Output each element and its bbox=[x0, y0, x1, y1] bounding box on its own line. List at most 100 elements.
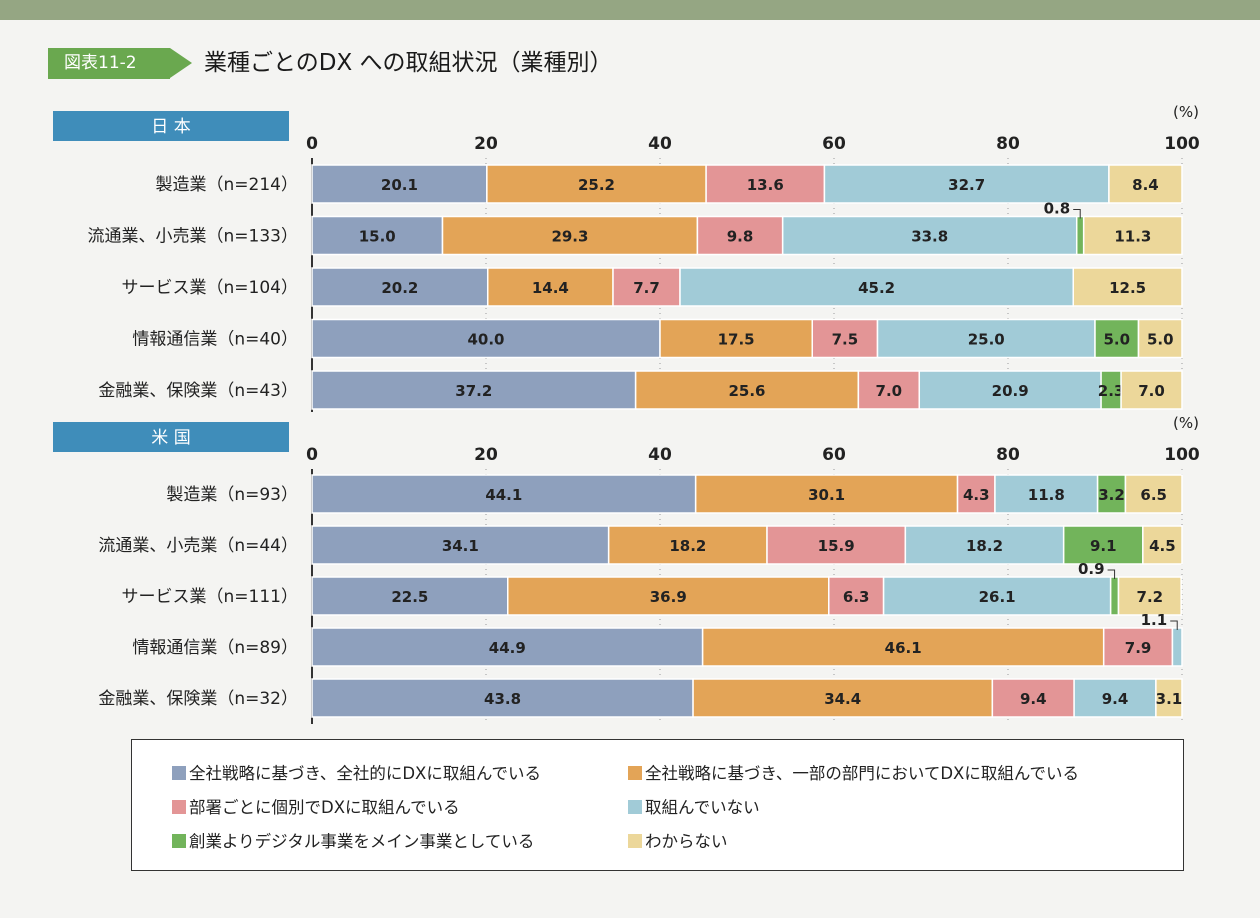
legend-item: わからない bbox=[628, 831, 728, 853]
legend: 全社戦略に基づき、全社的にDXに取組んでいる 全社戦略に基づき、一部の部門におい… bbox=[131, 739, 1184, 871]
legend-swatch bbox=[172, 800, 186, 814]
data-label: 0.8 bbox=[1044, 200, 1071, 218]
bar-segment bbox=[1109, 576, 1120, 616]
x-tick-label: 80 bbox=[996, 134, 1020, 154]
data-label: 7.9 bbox=[1125, 639, 1152, 657]
x-tick-label: 40 bbox=[648, 134, 672, 154]
data-label: 34.1 bbox=[442, 537, 479, 555]
top-accent-bar bbox=[0, 0, 1260, 20]
bar-segment bbox=[705, 164, 826, 204]
unit-label: (%) bbox=[1173, 414, 1199, 432]
data-label: 37.2 bbox=[455, 382, 492, 400]
figure-title: 業種ごとのDX への取組状況（業種別） bbox=[204, 50, 613, 76]
bar-segment bbox=[1171, 627, 1183, 667]
bar-segment bbox=[692, 678, 994, 718]
data-label: 0.9 bbox=[1078, 560, 1105, 578]
legend-swatch bbox=[628, 800, 642, 814]
legend-item: 取組んでいない bbox=[628, 797, 760, 819]
bar-segment bbox=[1137, 318, 1183, 359]
data-label: 2.3 bbox=[1098, 382, 1125, 400]
data-label: 15.0 bbox=[359, 228, 396, 246]
bar-segment bbox=[1155, 678, 1183, 718]
data-label: 25.0 bbox=[968, 331, 1005, 349]
bar-segment bbox=[696, 215, 784, 256]
data-label: 6.3 bbox=[843, 588, 870, 606]
callout-leader bbox=[1170, 620, 1178, 630]
legend-swatch bbox=[628, 766, 642, 780]
data-label: 32.7 bbox=[948, 176, 985, 194]
bar-segment bbox=[441, 215, 699, 256]
bar-segment bbox=[1108, 164, 1183, 204]
bar-segment bbox=[311, 267, 489, 307]
bar-segment bbox=[507, 576, 830, 616]
data-label: 44.1 bbox=[485, 486, 522, 504]
data-label: 7.7 bbox=[633, 279, 660, 297]
data-label: 5.0 bbox=[1103, 331, 1130, 349]
x-tick-label: 40 bbox=[648, 445, 672, 465]
panel-header-label: 米 国 bbox=[151, 428, 190, 448]
unit-label: (%) bbox=[1173, 103, 1199, 121]
x-tick-label: 60 bbox=[822, 445, 846, 465]
x-tick-label: 20 bbox=[474, 134, 498, 154]
category-label: 金融業、保険業（n=43） bbox=[98, 381, 298, 401]
bar-segment bbox=[991, 678, 1075, 718]
data-label: 9.4 bbox=[1102, 690, 1129, 708]
bar-segment bbox=[823, 164, 1110, 204]
data-label: 20.1 bbox=[381, 176, 418, 194]
stacked-bar-chart: 日 本 (%) 0 20 40 60 80 100 製造業（n=214） 20.1 25.2 13.6… bbox=[53, 103, 1200, 724]
data-label: 34.4 bbox=[824, 690, 861, 708]
data-label: 20.9 bbox=[992, 382, 1029, 400]
data-label: 46.1 bbox=[885, 639, 922, 657]
data-label: 14.4 bbox=[532, 279, 569, 297]
data-label: 5.0 bbox=[1147, 331, 1174, 349]
legend-item: 全社戦略に基づき、全社的にDXに取組んでいる bbox=[172, 763, 541, 785]
legend-label: 部署ごとに個別でDXに取組んでいる bbox=[189, 798, 460, 817]
legend-label: 取組んでいない bbox=[645, 798, 760, 817]
bar-segment bbox=[1102, 627, 1174, 667]
data-label: 8.4 bbox=[1132, 176, 1159, 194]
data-label: 36.9 bbox=[650, 588, 687, 606]
bar-segment bbox=[311, 164, 488, 204]
legend-item: 部署ごとに個別でDXに取組んでいる bbox=[172, 797, 460, 819]
legend-label: 創業よりデジタル事業をメイン事業としている bbox=[189, 832, 535, 851]
category-label: 情報通信業（n=40） bbox=[132, 330, 298, 350]
bar-segment bbox=[1073, 678, 1157, 718]
legend-label: 全社戦略に基づき、全社的にDXに取組んでいる bbox=[189, 764, 542, 783]
category-label: サービス業（n=111） bbox=[122, 587, 298, 607]
data-label: 29.3 bbox=[551, 228, 588, 246]
bar-segment bbox=[311, 678, 694, 718]
data-label: 26.1 bbox=[979, 588, 1016, 606]
bar-segment bbox=[1120, 370, 1183, 410]
x-tick-label: 0 bbox=[306, 134, 318, 154]
data-label: 3.2 bbox=[1098, 486, 1125, 504]
legend-swatch bbox=[172, 834, 186, 848]
x-tick-label: 100 bbox=[1164, 134, 1200, 154]
category-label: 情報通信業（n=89） bbox=[132, 638, 298, 658]
data-label: 25.2 bbox=[578, 176, 615, 194]
data-label: 43.8 bbox=[484, 690, 521, 708]
bar-segment bbox=[607, 525, 768, 565]
bar-segment bbox=[1117, 576, 1182, 616]
data-label: 4.3 bbox=[963, 486, 990, 504]
data-label: 9.8 bbox=[727, 228, 754, 246]
data-label: 15.9 bbox=[818, 537, 855, 555]
data-label: 9.4 bbox=[1020, 690, 1047, 708]
panel-header-label: 日 本 bbox=[151, 117, 190, 137]
category-label: 流通業、小売業（n=44） bbox=[98, 536, 298, 556]
data-label: 18.2 bbox=[966, 537, 1003, 555]
panel-header bbox=[53, 422, 289, 452]
callout-leader bbox=[1107, 569, 1116, 579]
data-label: 12.5 bbox=[1109, 279, 1146, 297]
bar-segment bbox=[634, 370, 860, 410]
bar-segment bbox=[1082, 215, 1183, 256]
data-label: 3.1 bbox=[1156, 690, 1183, 708]
data-label: 1.1 bbox=[1141, 611, 1168, 629]
data-label: 20.2 bbox=[381, 279, 418, 297]
category-label: 流通業、小売業（n=133） bbox=[88, 227, 298, 247]
data-label: 18.2 bbox=[669, 537, 706, 555]
legend-item: 全社戦略に基づき、一部の部門においてDXに取組んでいる bbox=[628, 763, 1079, 785]
bar-segment bbox=[612, 267, 681, 307]
data-label: 6.5 bbox=[1140, 486, 1167, 504]
bar-segment bbox=[882, 576, 1112, 616]
data-label: 30.1 bbox=[808, 486, 845, 504]
